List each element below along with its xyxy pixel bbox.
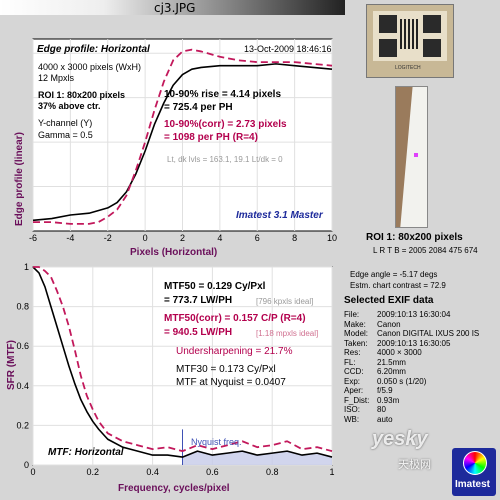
exif-row: F_Dist: 0.93m <box>344 395 400 405</box>
yesky-watermark-cn: 天极网 <box>398 459 431 471</box>
mtf-y-tick-label: 0.6 <box>16 341 29 351</box>
edge-x-tick-label: 4 <box>217 233 222 243</box>
edge-panel-title: Edge profile: Horizontal <box>37 44 150 55</box>
yesky-watermark: yesky <box>372 428 428 450</box>
exif-list: File: 2009:10:13 16:30:04 Make: Canon Mode… <box>344 310 479 424</box>
exif-row: File: 2009:10:13 16:30:04 <box>344 310 451 319</box>
imatest-logo: Imatest <box>452 448 496 496</box>
mtf-x-tick-label: 0 <box>30 467 35 477</box>
window-title: cj3.JPG <box>154 1 196 15</box>
gamma-label: Gamma = 0.5 <box>38 130 93 140</box>
undersharpening: Undersharpening = 21.7% <box>176 346 293 357</box>
gray-scale-strip <box>0 0 345 15</box>
edge-x-tick-label: 6 <box>255 233 260 243</box>
mtf-series-measured <box>32 266 333 458</box>
mtf50-ideal: [796 kpxls ideal] <box>256 297 314 306</box>
mtf-y-tick-label: 0.4 <box>16 381 29 391</box>
mtf-y-tick-label: 0.8 <box>16 302 29 312</box>
imatest-logo-mark <box>463 451 487 475</box>
edge-x-tick-label: -4 <box>66 233 74 243</box>
mtf-x-tick-label: 0.4 <box>146 467 159 477</box>
edge-date: 13-Oct-2009 18:46:16 <box>244 44 332 54</box>
edge-x-tick-label: 10 <box>327 233 337 243</box>
mtf-nyquist-value: MTF at Nyquist = 0.0407 <box>176 377 286 388</box>
exif-row: Taken: 2009:10:13 16:30:05 <box>344 338 451 348</box>
exif-row: WB: auto <box>344 414 393 424</box>
mtf-panel-title: MTF: Horizontal <box>48 447 124 458</box>
nyquist-label: Nyquist freq. <box>191 437 242 447</box>
exif-title: Selected EXIF data <box>344 295 434 306</box>
mtf50-corr-value: MTF50(corr) = 0.157 C/P (R=4) <box>164 313 306 324</box>
rise-corr-value: 10-90%(corr) = 2.73 pixels <box>164 119 287 130</box>
edge-series-corrected <box>33 48 333 225</box>
roi-label: ROI 1: 80x200 pixels <box>38 90 126 100</box>
edge-x-axis-title: Pixels (Horizontal) <box>130 247 218 258</box>
roi-title: ROI 1: 80x200 pixels <box>366 232 463 243</box>
imatest-version: Imatest 3.1 Master <box>236 210 323 221</box>
edge-x-tick-label: -6 <box>29 233 37 243</box>
edge-x-tick-label: 2 <box>180 233 185 243</box>
exif-row: Aper: f/5.9 <box>344 386 393 395</box>
mtf-x-tick-label: 0.2 <box>87 467 100 477</box>
mtf-y-axis-title: SFR (MTF) <box>6 340 17 390</box>
exif-row: Exp: 0.050 s (1/20) <box>344 376 427 386</box>
mtf-x-tick-label: 0.6 <box>206 467 219 477</box>
channel-label: Y-channel (Y) <box>38 118 93 128</box>
edge-x-tick-label: -2 <box>104 233 112 243</box>
mtf50-lwph: = 773.7 LW/PH <box>164 295 233 306</box>
exif-row: Model: Canon DIGITAL IXUS 200 IS <box>344 329 480 338</box>
edge-series-measured <box>32 63 333 222</box>
mtf-x-axis-title: Frequency, cycles/pixel <box>118 483 230 494</box>
target-label: LOGITECH <box>395 65 421 71</box>
chart-contrast: Estm. chart contrast = 72.9 <box>350 281 446 290</box>
mtf-x-tick-label: 0.8 <box>266 467 279 477</box>
mtf-y-tick-label: 0 <box>24 460 29 470</box>
mtf-x-tick-label: 1 <box>329 467 334 477</box>
exif-row: FL: 21.5mm <box>344 357 406 367</box>
mtf-y-tick-label: 1 <box>24 262 29 272</box>
roi-coords: L R T B = 2005 2084 475 674 <box>373 246 478 255</box>
edge-angle: Edge angle = -5.17 degs <box>350 270 438 279</box>
exif-row: Make: Canon <box>344 319 401 329</box>
mtf-y-tick-label: 0.2 <box>16 420 29 430</box>
edge-x-tick-label: 0 <box>143 233 148 243</box>
exif-row: CCD: 6.20mm <box>344 367 406 376</box>
roi-crop-image <box>395 86 428 228</box>
exif-row: Res: 4000 × 3000 <box>344 348 422 357</box>
mtf50-value: MTF50 = 0.129 Cy/Pxl <box>164 281 266 292</box>
roi-position: 37% above ctr. <box>38 101 101 111</box>
mtf50-corr-lwph: = 940.5 LW/PH <box>164 327 233 338</box>
image-size: 4000 x 3000 pixels (WxH) <box>38 62 142 72</box>
mtf50-corr-ideal: [1.18 mpxls ideal] <box>256 329 319 338</box>
rise-corr-per-ph: = 1098 per PH (R=4) <box>164 132 258 143</box>
test-chart-thumbnail: LOGITECH <box>366 4 454 78</box>
mtf-series-corrected <box>33 266 333 453</box>
rise-value: 10-90% rise = 4.14 pixels <box>164 89 282 100</box>
mtf30-value: MTF30 = 0.173 Cy/Pxl <box>176 364 276 375</box>
edge-x-tick-label: 8 <box>292 233 297 243</box>
image-mpxls: 12 Mpxls <box>38 73 75 83</box>
exif-row: ISO: 80 <box>344 405 386 414</box>
levels-readout: Lt, dk lvls = 163.1, 19.1 Lt/dk = 0 <box>167 155 283 164</box>
imatest-logo-text: Imatest <box>455 479 491 490</box>
rise-per-ph: = 725.4 per PH <box>164 102 233 113</box>
